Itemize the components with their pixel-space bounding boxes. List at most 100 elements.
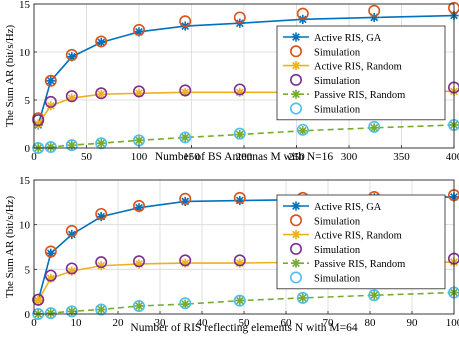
data-point bbox=[298, 126, 308, 136]
series-line bbox=[37, 14, 455, 126]
data-point bbox=[65, 305, 78, 318]
x-tick-label: 350 bbox=[393, 151, 410, 163]
data-point bbox=[65, 90, 78, 103]
data-point bbox=[235, 129, 245, 140]
data-point bbox=[134, 135, 144, 145]
legend-item: Simulation bbox=[289, 242, 361, 256]
chart-panel-2: 0 10 20 30 40 50 60 70 80 90 100 0 5 10 15 Number of RI… bbox=[4, 175, 459, 334]
data-point bbox=[96, 89, 106, 99]
legend-marker bbox=[289, 102, 302, 115]
y-tick-label: 15 bbox=[19, 175, 31, 187]
data-point bbox=[368, 120, 381, 133]
data-point bbox=[369, 12, 379, 23]
x-tick-label: 0 bbox=[31, 151, 37, 163]
data-point bbox=[46, 308, 56, 318]
legend-item: Simulation bbox=[289, 45, 361, 58]
data-point bbox=[179, 15, 192, 28]
data-point bbox=[67, 93, 77, 103]
data-point bbox=[368, 4, 381, 17]
legend-marker bbox=[289, 242, 302, 255]
y-tick-label: 10 bbox=[19, 220, 31, 232]
data-point bbox=[133, 255, 146, 268]
legend-label: Active RIS, Random bbox=[314, 62, 402, 73]
legend-item: Passive RIS, Random bbox=[283, 258, 405, 270]
legend-marker bbox=[289, 271, 302, 284]
data-point bbox=[67, 52, 77, 62]
x-tick-label: 50 bbox=[239, 317, 251, 329]
x-tick-label: 30 bbox=[155, 317, 167, 329]
data-point bbox=[235, 195, 245, 206]
y-tick-label: 15 bbox=[19, 0, 31, 11]
data-point bbox=[179, 131, 192, 144]
legend: Active RIS, GA Simulation Active RIS, Rand… bbox=[276, 194, 446, 290]
data-point bbox=[180, 87, 190, 97]
data-point bbox=[134, 203, 144, 213]
legend-item: Simulation bbox=[289, 271, 361, 285]
chart-panel-1: 0 50 100 150 200 250 300 350 400 0 5 10 15 Number of … bbox=[4, 0, 459, 163]
data-point bbox=[67, 266, 77, 276]
legend-item: Active RIS, GA bbox=[283, 201, 382, 213]
legend-item: Simulation bbox=[289, 73, 361, 87]
data-point bbox=[369, 123, 379, 133]
data-point bbox=[296, 291, 309, 304]
x-tick-label: 10 bbox=[71, 317, 83, 329]
legend-label: Active RIS, GA bbox=[314, 33, 382, 44]
data-point bbox=[298, 293, 308, 303]
data-point bbox=[369, 290, 379, 300]
data-point bbox=[32, 293, 45, 306]
data-point bbox=[180, 258, 190, 268]
legend-marker bbox=[291, 258, 301, 268]
data-point bbox=[95, 303, 108, 316]
data-point bbox=[179, 84, 192, 97]
data-point bbox=[46, 248, 56, 258]
x-tick-label: 100 bbox=[446, 317, 459, 329]
data-point bbox=[235, 296, 245, 306]
legend-marker bbox=[291, 32, 301, 42]
data-point bbox=[95, 87, 108, 100]
x-tick-label: 100 bbox=[131, 151, 148, 163]
y-tick-label: 5 bbox=[25, 264, 31, 276]
data-point bbox=[233, 254, 246, 267]
legend-marker bbox=[289, 45, 302, 58]
data-point bbox=[44, 307, 57, 320]
x-tick-label: 0 bbox=[31, 317, 37, 329]
data-point bbox=[95, 35, 108, 48]
legend-marker bbox=[289, 214, 302, 227]
data-point bbox=[134, 88, 144, 98]
data-point bbox=[44, 269, 57, 282]
x-tick-label: 250 bbox=[288, 151, 305, 163]
data-point bbox=[368, 289, 381, 302]
data-point bbox=[44, 245, 57, 258]
series-line bbox=[38, 291, 455, 315]
legend-label: Passive RIS, Random bbox=[314, 90, 405, 101]
data-point bbox=[65, 139, 78, 152]
data-point bbox=[95, 207, 108, 220]
data-point bbox=[134, 259, 144, 269]
x-tick-label: 50 bbox=[81, 151, 93, 163]
y-tick-label: 0 bbox=[25, 309, 31, 321]
legend-item: Active RIS, Random bbox=[283, 61, 402, 73]
data-point bbox=[95, 256, 108, 269]
data-point bbox=[44, 95, 57, 108]
x-tick-label: 150 bbox=[183, 151, 200, 163]
legend-label: Simulation bbox=[314, 76, 361, 87]
legend-item: Simulation bbox=[289, 102, 361, 116]
data-point bbox=[296, 123, 309, 136]
data-point bbox=[179, 254, 192, 267]
legend-label: Simulation bbox=[314, 216, 361, 227]
legend-item: Simulation bbox=[289, 214, 361, 227]
data-point bbox=[65, 262, 78, 275]
legend-item: Active RIS, Random bbox=[283, 230, 402, 242]
x-tick-label: 400 bbox=[446, 151, 459, 163]
legend: Active RIS, GA Simulation Active RIS, Rand… bbox=[276, 25, 446, 121]
data-point bbox=[44, 74, 57, 87]
y-tick-label: 0 bbox=[25, 143, 31, 155]
data-point bbox=[33, 296, 43, 306]
data-point bbox=[67, 140, 77, 150]
data-point bbox=[233, 191, 246, 204]
x-axis-label: Number of BS Antennas M with N=16 bbox=[155, 151, 334, 163]
data-point bbox=[180, 196, 190, 207]
data-point bbox=[296, 7, 309, 20]
data-point bbox=[235, 87, 245, 97]
